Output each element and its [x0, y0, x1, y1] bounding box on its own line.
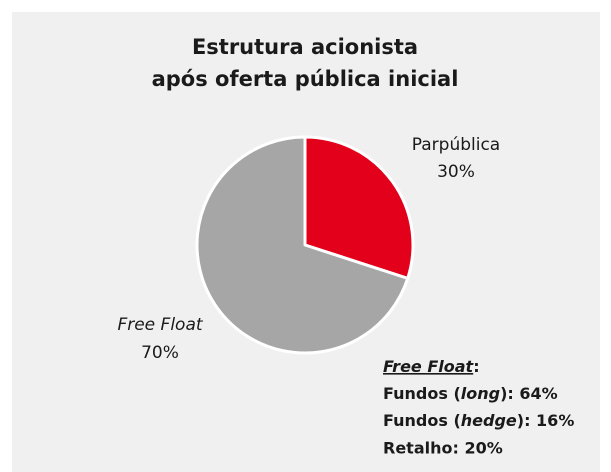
annotation-text: Fundos (: [383, 411, 461, 430]
annotation-line: Retalho: 20%: [383, 439, 503, 458]
slice-label: Parpública: [412, 135, 500, 155]
slice-value-label: 70%: [141, 343, 179, 363]
annotation-text: long: [461, 384, 500, 403]
annotation-heading-text: Free Float: [383, 357, 475, 376]
pie-slice: [195, 135, 410, 355]
annotation-text: ): 64%: [500, 384, 558, 403]
annotation-line: Fundos (hedge): 16%: [383, 411, 574, 430]
annotation-heading: Free Float:: [383, 357, 480, 376]
chart-title: Estrutura acionista: [192, 35, 418, 59]
annotation-text: ): 16%: [517, 411, 575, 430]
annotation-text: hedge: [461, 411, 517, 430]
annotation-line: Fundos (long): 64%: [383, 384, 558, 403]
pie-slice: [303, 135, 415, 280]
annotation-heading-suffix: :: [473, 357, 479, 376]
chart-title: após oferta pública inicial: [152, 67, 459, 91]
slice-value-label: 30%: [437, 162, 475, 182]
annotation-text: Fundos (: [383, 384, 461, 403]
slice-label: Free Float: [117, 315, 203, 335]
